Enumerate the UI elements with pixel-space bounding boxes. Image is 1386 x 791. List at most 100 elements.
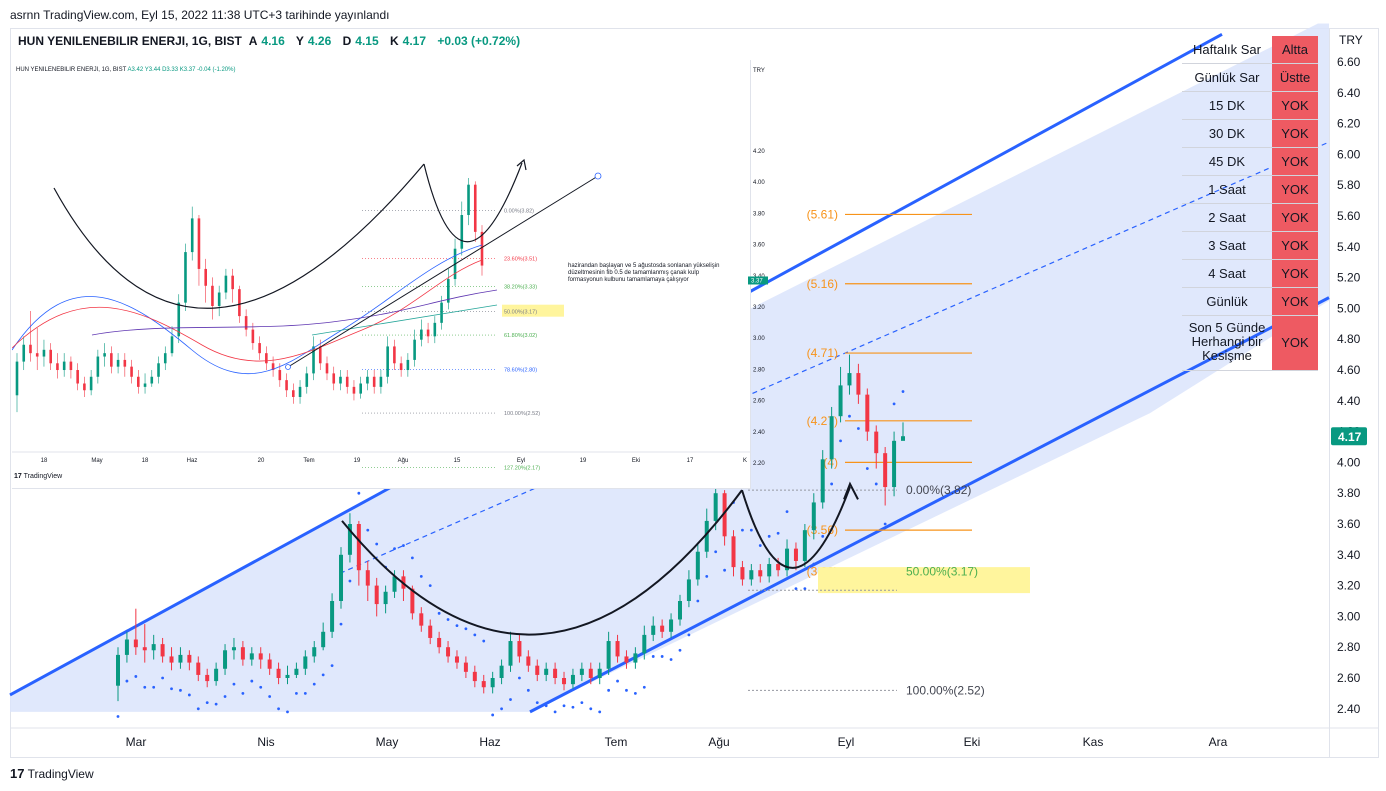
inset-ma-fast — [12, 244, 483, 375]
inset-candle-body — [339, 376, 342, 384]
inset-fib-label: 78.60%(2.80) — [504, 367, 537, 373]
inset-x-tick: K — [743, 458, 747, 464]
candle-body — [508, 641, 513, 666]
signal-label: 4 Saat — [1208, 266, 1246, 281]
sar-dot — [598, 710, 602, 714]
inset-ma-slow — [91, 289, 498, 336]
tradingview-logo: 17 TradingView — [10, 766, 94, 781]
inset-candle-body — [244, 316, 248, 330]
sar-dot — [214, 702, 218, 706]
price-axis-tick: 2.80 — [1337, 640, 1361, 654]
price-axis-tick: 6.40 — [1337, 86, 1361, 100]
candle-body — [321, 631, 326, 648]
sar-dot — [357, 491, 361, 495]
sar-dot — [250, 679, 254, 683]
inset-candle-body — [217, 292, 221, 307]
cup-curve — [341, 489, 743, 636]
time-axis-tick: Tem — [605, 735, 628, 749]
candle-body — [776, 564, 781, 571]
price-axis-tick: 3.80 — [1337, 486, 1361, 500]
candle-body — [695, 551, 700, 580]
candle-body — [142, 647, 147, 651]
candle-body — [740, 567, 745, 580]
signal-row: 45 DK YOK — [1182, 148, 1318, 176]
inset-y-tick: 4.20 — [753, 149, 765, 155]
inset-candle-body — [184, 252, 187, 303]
inset-y-tick: 2.20 — [753, 461, 765, 467]
sar-dot — [196, 707, 200, 711]
inset-logo-text: TradingView — [23, 473, 63, 480]
inset-candle-body — [204, 268, 207, 286]
inset-candle-body — [15, 361, 19, 396]
inset-candle-body — [265, 353, 268, 364]
candle-body — [633, 653, 638, 663]
price-axis-frame[interactable] — [1329, 28, 1379, 758]
inset-candle-body — [312, 346, 315, 374]
candle-body — [223, 650, 228, 669]
sar-dot — [812, 562, 816, 566]
candle-body — [205, 674, 210, 682]
sar-dot — [785, 510, 789, 514]
candle-body — [883, 453, 888, 488]
price-axis-tick: 2.40 — [1337, 702, 1361, 716]
close-value: 4.17 — [402, 34, 426, 48]
chart-frame[interactable] — [10, 28, 1330, 758]
candle-body — [365, 570, 370, 586]
signal-table: Haftalık Sar Altta Günlük Sar Üstte 15 DK YOK… — [1182, 36, 1318, 371]
sar-dot — [607, 688, 611, 692]
inset-x-tick: May — [91, 458, 102, 464]
symbol-header: HUN YENILENEBILIR ENERJI, 1G, BIST A 4.16… — [18, 34, 524, 48]
fib-level-label: (4.71) — [807, 346, 838, 360]
sar-dot — [651, 655, 655, 658]
candle-body — [624, 656, 629, 663]
inset-candle-body — [231, 275, 234, 290]
inset-fib-label: 50.00%(3.17) — [504, 310, 537, 316]
price-axis-tick: 4.60 — [1337, 363, 1361, 377]
signal-row: Günlük YOK — [1182, 288, 1318, 316]
inset-candle-body — [197, 218, 201, 269]
candle-body — [214, 668, 219, 682]
candle-body — [178, 654, 183, 663]
candle-body — [642, 634, 647, 654]
symbol-name: HUN YENILENEBILIR ENERJI, 1G, BIST — [18, 34, 242, 48]
candle-body — [312, 647, 317, 657]
inset-candle-body — [366, 376, 369, 384]
candle-body — [490, 678, 495, 688]
low-label: D — [342, 34, 352, 48]
sar-dot — [741, 528, 744, 532]
price-axis-tick: 3.20 — [1337, 579, 1361, 593]
time-axis-tick: Eyl — [838, 735, 855, 749]
sar-dot — [464, 627, 468, 631]
sar-dot — [125, 679, 129, 683]
sar-dot — [535, 701, 539, 705]
candle-body — [579, 668, 584, 675]
candle-body — [133, 639, 138, 648]
price-axis-tick: 6.00 — [1337, 147, 1361, 161]
fib-50-label: 50.00%(3.17) — [906, 565, 978, 579]
candle-body — [677, 601, 682, 620]
inset-candle-body — [258, 343, 261, 354]
inset-candle-body — [433, 322, 437, 337]
inset-fib-highlight — [502, 304, 564, 317]
candle-body — [651, 625, 656, 635]
inset-candle-body — [372, 376, 376, 387]
sar-dot — [705, 574, 709, 578]
inset-candle-body — [460, 215, 464, 249]
inset-ma-mid — [12, 259, 483, 362]
sar-dot — [437, 611, 441, 615]
signal-value: YOK — [1272, 148, 1318, 175]
fib-50-highlight — [818, 567, 1030, 594]
candle-body — [347, 524, 352, 555]
tradingview-logo-text: TradingView — [27, 767, 94, 781]
sar-dot — [312, 682, 316, 686]
candle-body — [758, 570, 763, 577]
inset-candle-body — [345, 376, 349, 387]
sar-dot — [116, 715, 120, 718]
inset-y-tick: 2.60 — [753, 399, 765, 405]
inset-candle-body — [238, 289, 241, 317]
sar-dot — [491, 713, 495, 717]
sar-dot — [723, 568, 726, 572]
inset-annotation: hazirandan başlayan ve 5 ağustosda sonla… — [568, 263, 720, 283]
candle-body — [526, 656, 531, 666]
candle-body — [856, 373, 861, 395]
